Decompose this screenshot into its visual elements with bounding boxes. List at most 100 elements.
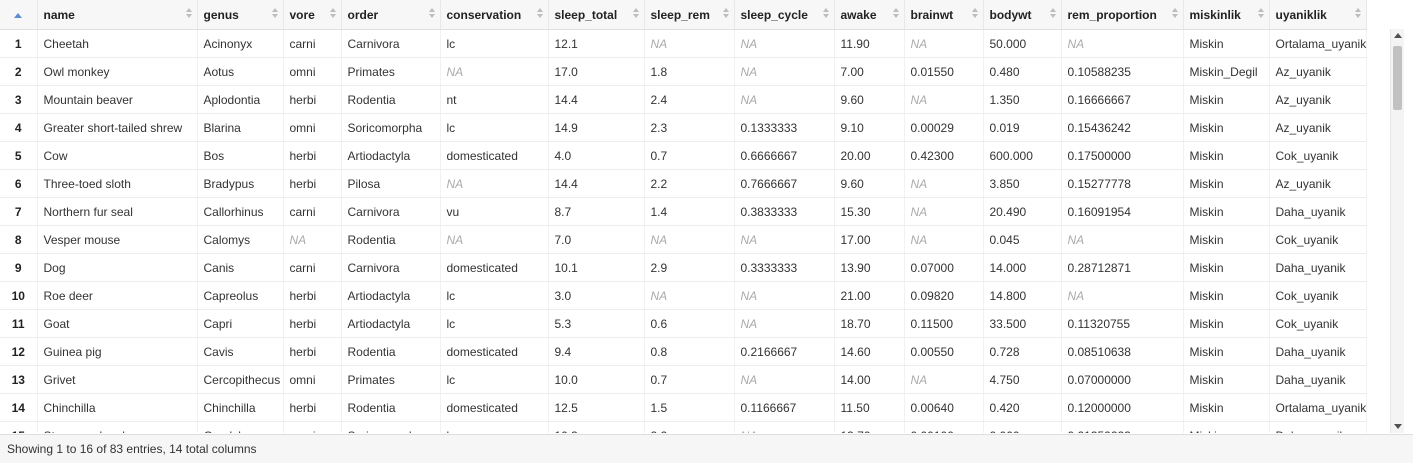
cell-sleep-cycle: NA [734, 309, 835, 338]
table-row[interactable]: 11 Goat Capri herbi Artiodactyla lc 5.3 0.6 NA 18… [0, 309, 1367, 338]
cell-sleep-total: 9.4 [548, 337, 645, 366]
data-table-container: name genus vore order conservation sleep_tota… [0, 0, 1367, 433]
sort-toggle-icon[interactable] [892, 8, 900, 20]
cell-genus: Cercopithecus [197, 365, 284, 394]
column-header-sleep-total[interactable]: sleep_total [548, 0, 645, 30]
cell-bodywt: 20.490 [983, 197, 1062, 226]
sort-toggle-icon[interactable] [536, 8, 544, 20]
sort-toggle-icon[interactable] [971, 8, 979, 20]
cell-genus: Bos [197, 141, 284, 170]
table-body: 1 Cheetah Acinonyx carni Carnivora lc 12.1 NA NA… [0, 29, 1367, 433]
cell-sleep-rem: NA [644, 281, 735, 310]
column-header-uyaniklik[interactable]: uyaniklik [1269, 0, 1367, 30]
sort-toggle-icon[interactable] [428, 8, 436, 20]
row-number: 14 [0, 393, 38, 422]
scrollbar-thumb[interactable] [1393, 46, 1402, 110]
cell-sleep-total: 14.4 [548, 169, 645, 198]
column-header-label: name [43, 7, 75, 22]
table-row[interactable]: 1 Cheetah Acinonyx carni Carnivora lc 12.1 NA NA… [0, 29, 1367, 58]
cell-sleep-rem: NA [644, 29, 735, 58]
cell-vore: carni [283, 29, 342, 58]
scroll-up-icon[interactable] [1394, 33, 1402, 38]
row-number: 12 [0, 337, 38, 366]
cell-rem-proportion: 0.07000000 [1061, 365, 1184, 394]
column-header-awake[interactable]: awake [834, 0, 905, 30]
sort-toggle-icon[interactable] [329, 8, 337, 20]
table-row[interactable]: 14 Chinchilla Chinchilla herbi Rodentia domes… [0, 393, 1367, 422]
cell-bodywt: 14.800 [983, 281, 1062, 310]
table-row[interactable]: 4 Greater short-tailed shrew Blarina omni So… [0, 113, 1367, 142]
column-header-vore[interactable]: vore [283, 0, 342, 30]
cell-conservation: lc [440, 365, 549, 394]
cell-conservation: NA [440, 169, 549, 198]
cell-bodywt: 0.420 [983, 393, 1062, 422]
cell-awake: 9.10 [834, 113, 905, 142]
cell-sleep-total: 7.0 [548, 225, 645, 254]
table-row[interactable]: 7 Northern fur seal Callorhinus carni Carniv… [0, 197, 1367, 226]
cell-vore: herbi [283, 337, 342, 366]
sort-toggle-icon[interactable] [1257, 8, 1265, 20]
table-row[interactable]: 6 Three-toed sloth Bradypus herbi Pilosa NA 14… [0, 169, 1367, 198]
column-header-sleep-rem[interactable]: sleep_rem [644, 0, 735, 30]
cell-name: Star-nosed mole [37, 421, 198, 433]
sort-toggle-icon[interactable] [722, 8, 730, 20]
cell-sleep-total: 4.0 [548, 141, 645, 170]
table-row[interactable]: 13 Grivet Cercopithecus omni Primates lc 10.0 0… [0, 365, 1367, 394]
cell-awake: 20.00 [834, 141, 905, 170]
table-row[interactable]: 2 Owl monkey Aotus omni Primates NA 17.0 1.8 NA 7… [0, 57, 1367, 86]
column-header-miskinlik[interactable]: miskinlik [1183, 0, 1270, 30]
cell-vore: herbi [283, 85, 342, 114]
table-row[interactable]: 12 Guinea pig Cavis herbi Rodentia domesticat… [0, 337, 1367, 366]
cell-bodywt: 50.000 [983, 29, 1062, 58]
cell-genus: Callorhinus [197, 197, 284, 226]
column-header-label: genus [203, 7, 239, 22]
cell-conservation: domesticated [440, 141, 549, 170]
cell-bodywt: 1.350 [983, 85, 1062, 114]
sort-toggle-icon[interactable] [1049, 8, 1057, 20]
sort-toggle-icon[interactable] [271, 8, 279, 20]
cell-brainwt: 0.11500 [904, 309, 984, 338]
table-row[interactable]: 15Star-nosed moleCondyluraomniSoricomorp… [0, 421, 1367, 433]
table-row[interactable]: 5 Cow Bos herbi Artiodactyla domesticated 4.0 0… [0, 141, 1367, 170]
cell-brainwt: 0.00029 [904, 113, 984, 142]
column-header-brainwt[interactable]: brainwt [904, 0, 984, 30]
cell-rem-proportion: 0.28712871 [1061, 253, 1184, 282]
table-row[interactable]: 8 Vesper mouse Calomys NA Rodentia NA 7.0 NA NA 1… [0, 225, 1367, 254]
table-row[interactable]: 9 Dog Canis carni Carnivora domesticated 10.1 2… [0, 253, 1367, 282]
cell-sleep-cycle: 0.7666667 [734, 169, 835, 198]
cell-conservation: NA [440, 225, 549, 254]
sort-toggle-icon[interactable] [185, 8, 193, 20]
sort-toggle-icon[interactable] [1354, 8, 1362, 20]
cell-uyaniklik: Az_uyanik [1269, 113, 1367, 142]
table-row[interactable]: 10 Roe deer Capreolus herbi Artiodactyla lc 3.… [0, 281, 1367, 310]
column-header-conservation[interactable]: conservation [440, 0, 549, 30]
header-row: name genus vore order conservation sleep_tota… [0, 0, 1367, 30]
cell-sleep-cycle: NA [734, 281, 835, 310]
cell-brainwt: 0.42300 [904, 141, 984, 170]
cell-brainwt: 0.00640 [904, 393, 984, 422]
entries-summary: Showing 1 to 16 of 83 entries, 14 total … [7, 442, 257, 456]
cell-conservation: domesticated [440, 337, 549, 366]
cell-conservation: lc [440, 421, 549, 433]
column-header-order[interactable]: order [341, 0, 441, 30]
cell-vore: omni [283, 421, 342, 433]
sort-ascending-icon[interactable] [14, 12, 23, 18]
sort-toggle-icon[interactable] [1171, 8, 1179, 20]
column-header-sleep-cycle[interactable]: sleep_cycle [734, 0, 835, 30]
column-header-bodywt[interactable]: bodywt [983, 0, 1062, 30]
cell-sleep-rem: 2.3 [644, 113, 735, 142]
row-number-header[interactable] [0, 0, 38, 30]
cell-vore: herbi [283, 393, 342, 422]
cell-bodywt: 0.045 [983, 225, 1062, 254]
sort-toggle-icon[interactable] [632, 8, 640, 20]
scroll-down-icon[interactable] [1394, 424, 1402, 429]
table-row[interactable]: 3 Mountain beaver Aplodontia herbi Rodentia n… [0, 85, 1367, 114]
column-header-genus[interactable]: genus [197, 0, 284, 30]
column-header-rem-proportion[interactable]: rem_proportion [1061, 0, 1184, 30]
column-header-name[interactable]: name [37, 0, 198, 30]
cell-sleep-rem: 0.7 [644, 141, 735, 170]
cell-rem-proportion: 0.15436242 [1061, 113, 1184, 142]
cell-order: Rodentia [341, 225, 441, 254]
vertical-scrollbar[interactable] [1390, 29, 1404, 433]
sort-toggle-icon[interactable] [822, 8, 830, 20]
